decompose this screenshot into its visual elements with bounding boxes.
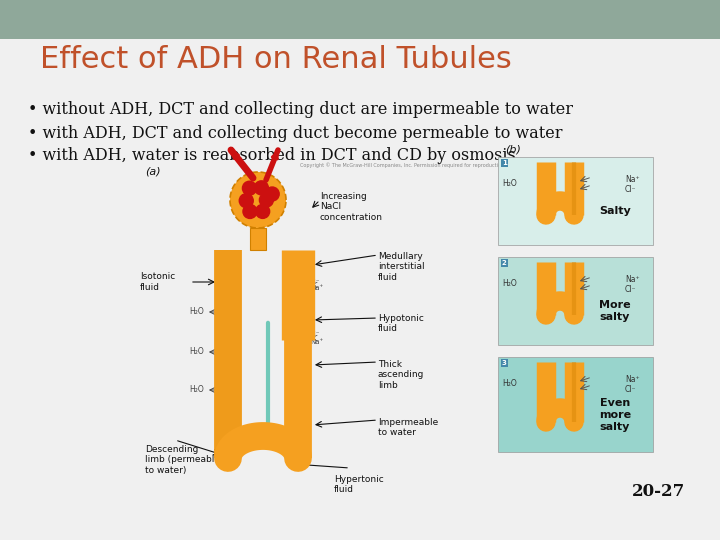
Circle shape	[256, 205, 270, 218]
Text: Thick
ascending
limb: Thick ascending limb	[378, 360, 424, 390]
Polygon shape	[230, 172, 286, 228]
Text: Hypertonic
fluid: Hypertonic fluid	[334, 475, 384, 495]
Text: Na⁺
Cl⁻: Na⁺ Cl⁻	[625, 275, 639, 294]
Text: 20-27: 20-27	[631, 483, 685, 501]
Circle shape	[259, 193, 274, 207]
Text: (b): (b)	[505, 145, 521, 155]
Text: 3: 3	[502, 360, 507, 366]
Text: Hypotonic
fluid: Hypotonic fluid	[378, 314, 424, 333]
Text: Na⁺
Cl⁻: Na⁺ Cl⁻	[625, 375, 639, 394]
Circle shape	[243, 181, 256, 195]
Text: H₂O: H₂O	[189, 348, 204, 356]
Circle shape	[243, 205, 257, 219]
Bar	[498, 257, 653, 345]
Text: Na⁺
Cl⁻: Na⁺ Cl⁻	[625, 175, 639, 194]
Circle shape	[239, 194, 253, 208]
Text: H₂O: H₂O	[502, 379, 517, 388]
Text: Isotonic
fluid: Isotonic fluid	[140, 272, 175, 292]
Bar	[0, 0, 720, 39]
Text: Effect of ADH on Renal Tubules: Effect of ADH on Renal Tubules	[40, 45, 512, 75]
Text: H₂O: H₂O	[502, 179, 517, 188]
Bar	[250, 228, 266, 250]
Text: Cl⁻
Na⁺: Cl⁻ Na⁺	[310, 279, 323, 292]
Text: Even
more
salty: Even more salty	[599, 399, 631, 431]
Text: • with ADH, water is reabsorbed in DCT and CD by osmosis: • with ADH, water is reabsorbed in DCT a…	[28, 147, 516, 165]
Text: (a): (a)	[145, 167, 161, 177]
Text: Copyright © The McGraw-Hill Companies, Inc. Permission required for reproduction: Copyright © The McGraw-Hill Companies, I…	[300, 162, 531, 168]
Circle shape	[265, 187, 279, 201]
Bar	[498, 157, 653, 245]
Text: • with ADH, DCT and collecting duct become permeable to water: • with ADH, DCT and collecting duct beco…	[28, 125, 562, 141]
Text: Descending
limb (permeable
to water): Descending limb (permeable to water)	[145, 445, 220, 475]
Text: H₂O: H₂O	[189, 307, 204, 316]
Text: Increasing
NaCl
concentration: Increasing NaCl concentration	[320, 192, 383, 222]
Text: H₂O: H₂O	[502, 279, 517, 288]
Text: Medullary
interstitial
fluid: Medullary interstitial fluid	[378, 252, 425, 282]
Text: Salty: Salty	[599, 206, 631, 216]
Text: • without ADH, DCT and collecting duct are impermeable to water: • without ADH, DCT and collecting duct a…	[28, 102, 573, 118]
Text: 1: 1	[502, 160, 507, 166]
Text: More
salty: More salty	[599, 300, 631, 322]
Text: Cl⁻
Na⁺: Cl⁻ Na⁺	[310, 332, 323, 345]
Circle shape	[254, 181, 269, 195]
Text: H₂O: H₂O	[189, 386, 204, 395]
Text: Impermeable
to water: Impermeable to water	[378, 418, 438, 437]
Text: 2: 2	[502, 260, 507, 266]
Bar	[498, 357, 653, 452]
